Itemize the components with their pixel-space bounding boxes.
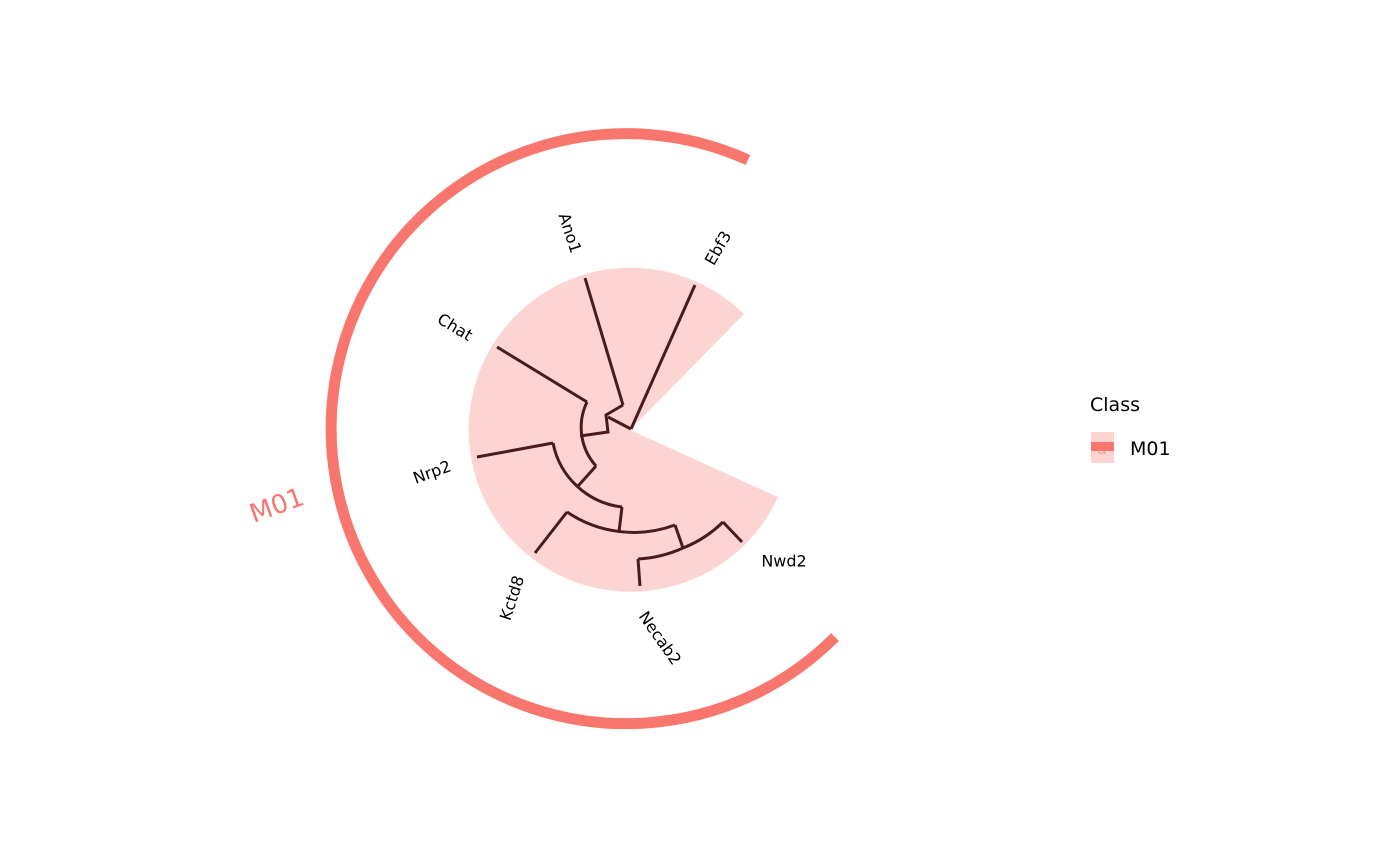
legend-key-glyph: a bbox=[1097, 439, 1107, 458]
branch-nwd2 bbox=[721, 520, 744, 544]
branch-ano1-join bbox=[579, 403, 624, 438]
tip-label-necab2: Necab2 bbox=[635, 608, 685, 669]
branch-ebf3 bbox=[629, 284, 697, 430]
branch-ebf3-join bbox=[607, 415, 632, 431]
tip-label-ebf3: Ebf3 bbox=[701, 228, 735, 269]
branch-kctd8 bbox=[533, 511, 569, 554]
legend-key-bar bbox=[1091, 442, 1114, 451]
tree-branches bbox=[476, 277, 744, 587]
branch-ano1 bbox=[583, 277, 625, 406]
legend-item-label: M01 bbox=[1130, 438, 1171, 460]
branch-lower-core bbox=[617, 506, 624, 533]
branch-sub bbox=[673, 524, 685, 549]
tip-label-nrp2: Nrp2 bbox=[410, 456, 453, 487]
branch-chat-join bbox=[579, 401, 598, 468]
branch-necab2-join bbox=[637, 546, 684, 561]
clade-label: M01 bbox=[246, 482, 308, 529]
tip-label-ano1: Ano1 bbox=[555, 211, 586, 256]
branch-chat bbox=[496, 345, 588, 404]
clade-arc-bar bbox=[325, 128, 839, 730]
branch-nrp2 bbox=[476, 441, 554, 459]
branch-sub-join bbox=[682, 520, 725, 550]
tip-label-nwd2: Nwd2 bbox=[761, 552, 806, 571]
legend-title: Class bbox=[1090, 394, 1140, 416]
tip-label-chat: Chat bbox=[434, 309, 476, 345]
clade-highlight-wedge bbox=[468, 267, 778, 592]
legend: Class a M01 bbox=[1090, 394, 1171, 463]
branch-necab2 bbox=[636, 558, 642, 587]
branch-core bbox=[576, 464, 598, 488]
legend-key: a bbox=[1091, 432, 1114, 463]
branch-nrp2-join bbox=[551, 442, 623, 509]
tip-label-kctd8: Kctd8 bbox=[496, 573, 528, 623]
